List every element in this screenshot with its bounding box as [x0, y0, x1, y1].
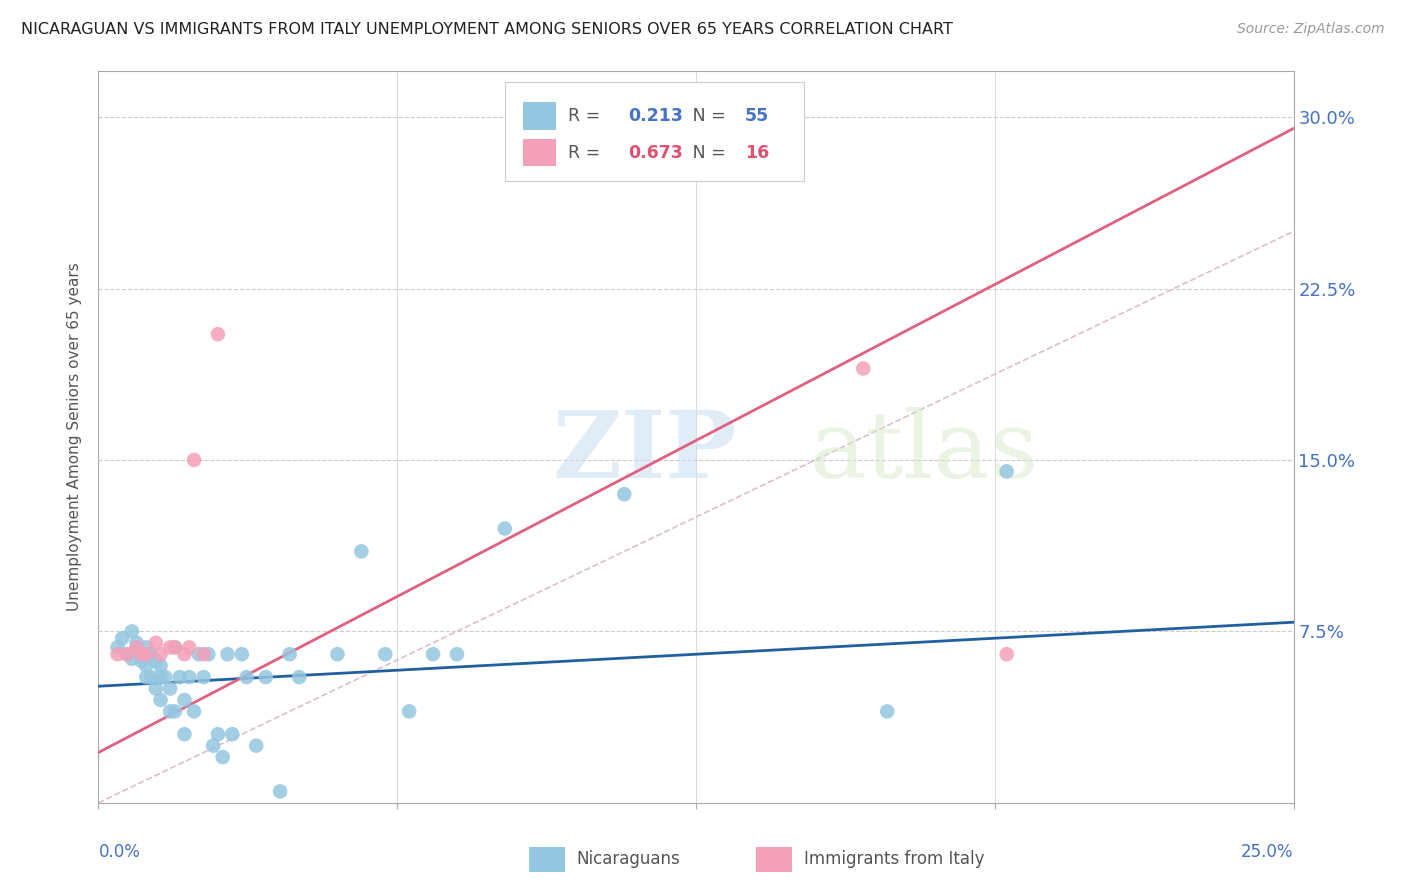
Point [350, 544, 373, 558]
Point [183, 453, 205, 467]
Point [163, 705, 186, 719]
Text: 0.673: 0.673 [628, 144, 682, 161]
Point [288, 670, 311, 684]
Text: R =: R = [568, 107, 606, 125]
Point [125, 640, 148, 655]
Point [254, 670, 277, 684]
Point [852, 361, 875, 376]
Text: N =: N = [676, 107, 731, 125]
Text: Source: ZipAtlas.com: Source: ZipAtlas.com [1237, 22, 1385, 37]
Point [173, 727, 195, 741]
Point [211, 750, 233, 764]
Text: 0.213: 0.213 [628, 107, 683, 125]
Point [131, 647, 153, 661]
Text: 0.0%: 0.0% [98, 843, 141, 861]
Point [245, 739, 267, 753]
Point [326, 647, 349, 661]
Point [179, 640, 201, 655]
Text: R =: R = [568, 144, 606, 161]
Point [187, 647, 209, 661]
Point [149, 693, 172, 707]
Point [221, 727, 243, 741]
Point [135, 640, 157, 655]
Point [159, 640, 181, 655]
Point [131, 647, 153, 661]
Point [135, 670, 157, 684]
Point [202, 739, 225, 753]
Point [231, 647, 253, 661]
Point [131, 654, 153, 668]
Text: atlas: atlas [810, 407, 1039, 497]
Text: ZIP: ZIP [553, 407, 737, 497]
Point [398, 705, 420, 719]
Point [197, 647, 219, 661]
FancyBboxPatch shape [529, 847, 565, 872]
Point [173, 693, 195, 707]
Text: 25.0%: 25.0% [1241, 843, 1294, 861]
Point [107, 640, 129, 655]
Point [149, 658, 172, 673]
Point [163, 640, 186, 655]
Point [115, 647, 138, 661]
Point [131, 647, 153, 661]
Y-axis label: Unemployment Among Seniors over 65 years: Unemployment Among Seniors over 65 years [67, 263, 83, 611]
Point [193, 670, 215, 684]
Point [121, 652, 143, 666]
Point [207, 727, 229, 741]
Point [173, 647, 195, 661]
Point [207, 327, 229, 342]
Point [125, 640, 148, 655]
Point [613, 487, 636, 501]
Point [278, 647, 301, 661]
Point [145, 636, 167, 650]
Point [111, 632, 134, 646]
FancyBboxPatch shape [523, 138, 557, 167]
Point [179, 670, 201, 684]
Text: NICARAGUAN VS IMMIGRANTS FROM ITALY UNEMPLOYMENT AMONG SENIORS OVER 65 YEARS COR: NICARAGUAN VS IMMIGRANTS FROM ITALY UNEM… [21, 22, 953, 37]
Point [183, 705, 205, 719]
Point [374, 647, 396, 661]
Point [135, 658, 157, 673]
Point [235, 670, 257, 684]
Point [422, 647, 444, 661]
Point [149, 670, 172, 684]
Point [139, 670, 162, 684]
Point [107, 647, 129, 661]
Point [269, 784, 291, 798]
Point [159, 705, 181, 719]
Point [115, 647, 138, 661]
Point [159, 681, 181, 696]
Text: 16: 16 [745, 144, 769, 161]
Point [217, 647, 239, 661]
Point [145, 654, 167, 668]
Point [446, 647, 468, 661]
Point [139, 647, 162, 661]
Text: Nicaraguans: Nicaraguans [576, 850, 681, 868]
Text: N =: N = [676, 144, 731, 161]
Text: 55: 55 [745, 107, 769, 125]
Point [149, 647, 172, 661]
Point [995, 647, 1018, 661]
Text: Immigrants from Italy: Immigrants from Italy [804, 850, 984, 868]
Point [169, 670, 191, 684]
Point [163, 640, 186, 655]
Point [121, 624, 143, 639]
Point [145, 681, 167, 696]
Point [995, 464, 1018, 478]
FancyBboxPatch shape [523, 102, 557, 130]
FancyBboxPatch shape [756, 847, 792, 872]
Point [125, 636, 148, 650]
FancyBboxPatch shape [505, 82, 804, 181]
Point [876, 705, 898, 719]
Point [135, 647, 157, 661]
Point [494, 521, 516, 535]
Point [155, 670, 177, 684]
Point [193, 647, 215, 661]
